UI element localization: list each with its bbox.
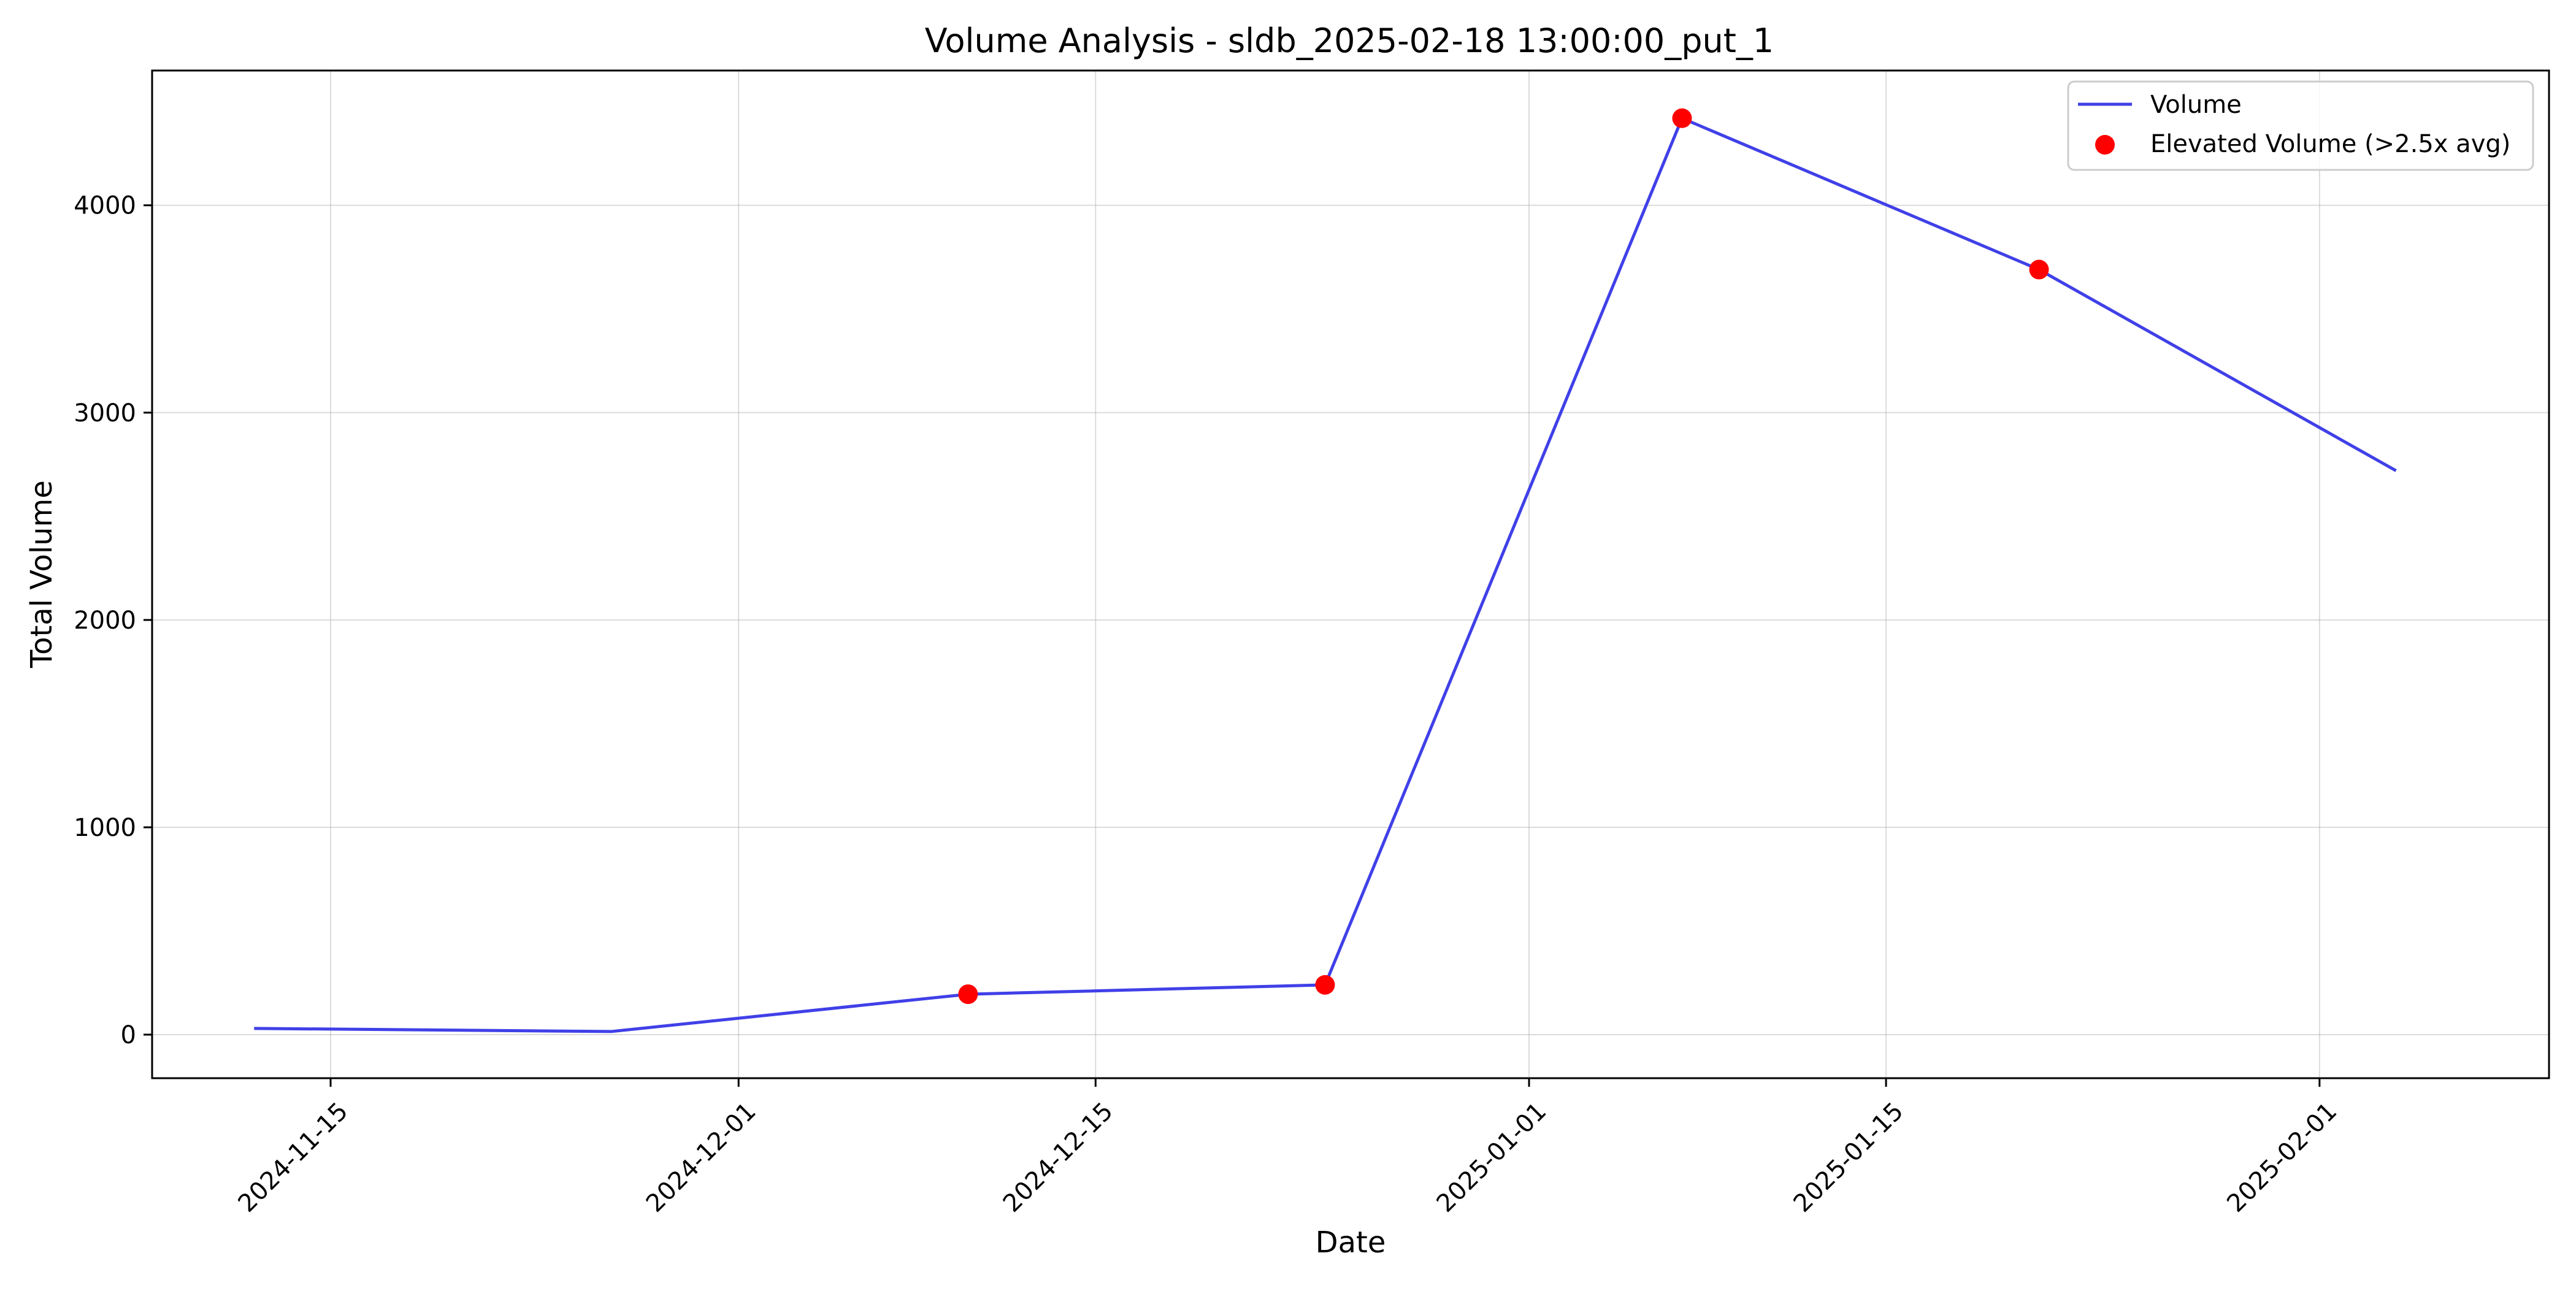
legend-marker-swatch (2095, 135, 2115, 155)
plot-frame (151, 69, 2550, 1079)
y-tick-label: 3000 (74, 399, 136, 427)
chart-title: Volume Analysis - sldb_2025-02-18 13:00:… (925, 21, 1774, 60)
x-tick-label: 2024-12-01 (641, 1097, 762, 1218)
x-tick-label: 2024-12-15 (998, 1097, 1119, 1218)
x-tick-label: 2025-01-15 (1788, 1097, 1909, 1218)
y-tick-label: 4000 (74, 192, 136, 220)
x-tick-label: 2025-01-01 (1432, 1097, 1552, 1218)
elevated-volume-point (2029, 259, 2049, 280)
volume-line (254, 117, 2397, 1033)
grid-lines (152, 71, 2549, 1078)
y-axis-label: Total Volume (25, 480, 59, 668)
y-tick-label: 1000 (74, 814, 136, 842)
elevated-volume-point (1315, 975, 1335, 995)
series-layer (254, 108, 2397, 1033)
legend-label-elevated: Elevated Volume (>2.5x avg) (2150, 130, 2510, 158)
elevated-volume-point (958, 984, 978, 1005)
elevated-volume-point (1672, 108, 1692, 128)
legend-label-volume: Volume (2150, 91, 2242, 119)
axis-ticks: 2024-11-15 2024-12-01 2024-12-15 2025-01-01… (74, 192, 2342, 1218)
x-tick-label: 2024-11-15 (233, 1097, 354, 1218)
x-tick-label: 2025-02-01 (2221, 1097, 2342, 1218)
legend-box (2067, 80, 2534, 171)
x-axis-label: Date (1316, 1225, 1386, 1260)
legend: Volume Elevated Volume (>2.5x avg) (2067, 80, 2534, 171)
y-tick-label: 2000 (74, 607, 136, 635)
y-tick-label: 0 (121, 1021, 136, 1049)
